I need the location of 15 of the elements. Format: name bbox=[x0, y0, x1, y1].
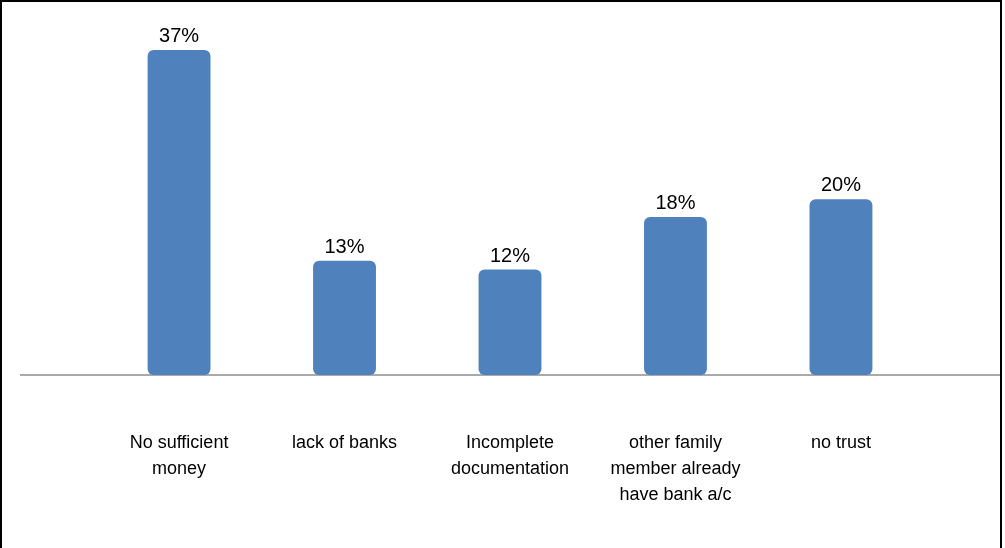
data-label: 18% bbox=[655, 190, 696, 213]
x-tick-label: no trust bbox=[810, 432, 871, 452]
data-label: 37% bbox=[159, 24, 200, 46]
data-label: 20% bbox=[820, 173, 862, 196]
bar bbox=[147, 50, 211, 375]
bar bbox=[809, 199, 873, 375]
x-tick-label: Incomplete documentation bbox=[450, 432, 570, 478]
bar bbox=[478, 269, 542, 375]
x-tick-label: other family member already have bank a/c bbox=[610, 432, 741, 504]
x-tick-label: lack of banks bbox=[291, 432, 398, 452]
bar bbox=[644, 216, 707, 375]
data-label: 12% bbox=[489, 243, 531, 266]
x-tick-label: No sufficient money bbox=[129, 432, 229, 478]
bar bbox=[313, 260, 376, 375]
data-label: 13% bbox=[324, 234, 365, 257]
